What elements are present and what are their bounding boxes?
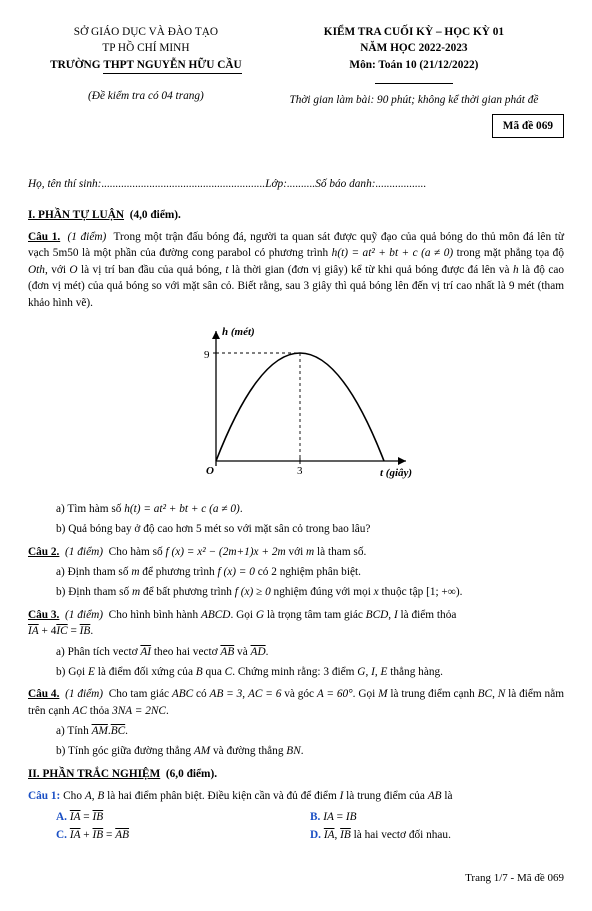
q1-a: a) Tìm hàm số h(t) = at² + bt + c (a ≠ 0… <box>56 501 564 517</box>
section-1-head: I. PHẦN TỰ LUẬN (4,0 điểm). <box>28 207 564 223</box>
q1-pts: (1 điểm) <box>64 231 106 243</box>
q4-t2: có <box>193 688 209 700</box>
mc-question-1: Câu 1: Cho A, B là hai điểm phân biệt. Đ… <box>28 788 564 804</box>
q3-pts: (1 điểm) <box>65 609 103 621</box>
q2-pts: (1 điểm) <box>65 546 103 558</box>
q4-t8: . Gọi <box>353 688 378 700</box>
q3-text: Cho hình bình hành <box>109 609 201 621</box>
q3-b: b) Gọi E là điểm đối xứng của B qua C. C… <box>56 664 564 680</box>
school-line: TRƯỜNG THPT NGUYỄN HỮU CẦU <box>28 57 264 74</box>
mc1-t8: là <box>442 790 453 802</box>
chart-xlabel: t (giây) <box>380 467 412 479</box>
section-1-title: I. PHẦN TỰ LUẬN <box>28 209 124 221</box>
q1-oth: Oth <box>28 264 45 276</box>
section-1-points: (4,0 điểm). <box>127 209 181 221</box>
header-right: KIỂM TRA CUỐI KỲ – HỌC KỲ 01 NĂM HỌC 202… <box>264 24 564 142</box>
question-3: Câu 3. (1 điểm) Cho hình bình hành ABCD.… <box>28 607 564 640</box>
q4-t10: là trung điểm cạnh <box>388 688 478 700</box>
q4-a60: A = 60° <box>317 688 353 700</box>
q3-t8: là điểm thỏa <box>398 609 457 621</box>
q4-label: Câu 4. <box>28 688 59 700</box>
q4-3na: 3NA = 2NC <box>112 705 166 717</box>
exam-title: KIỂM TRA CUỐI KỲ – HỌC KỲ 01 <box>264 24 564 40</box>
chart-ylabel: h (mét) <box>222 326 255 338</box>
candidate-info: Họ, tên thí sinh:.......................… <box>28 176 564 192</box>
q4-t16: thỏa <box>87 705 112 717</box>
q4-M: M <box>378 688 387 700</box>
q3-abcd: ABCD <box>201 609 231 621</box>
q2-eq: f (x) = x² − (2m+1)x + 2m <box>165 546 285 558</box>
question-4: Câu 4. (1 điểm) Cho tam giác ABC có AB =… <box>28 686 564 719</box>
duration: Thời gian làm bài: 90 phút; không kể thờ… <box>264 92 564 108</box>
year: NĂM HỌC 2022-2023 <box>264 40 564 56</box>
q2-b: b) Định tham số m để bất phương trình f … <box>56 584 564 600</box>
q3-bcd: BCD <box>366 609 389 621</box>
subject: Môn: Toán 10 (21/12/2022) <box>264 57 564 73</box>
page-footer: Trang 1/7 - Mã đề 069 <box>28 871 564 887</box>
q4-text: Cho tam giác <box>109 688 172 700</box>
q4-ac6: AC = 6 <box>248 688 281 700</box>
mc1-opt-d[interactable]: D. IA, IB là hai vectơ đối nhau. <box>310 827 564 843</box>
chart-svg: 9 3 O h (mét) t (giây) <box>166 321 426 491</box>
q2-label: Câu 2. <box>28 546 59 558</box>
mc1-A: A <box>85 790 92 802</box>
mc1-t4: là hai điểm phân biệt. Điều kiện cần và … <box>104 790 339 802</box>
exam-code-box: Mã đề 069 <box>492 114 564 138</box>
chart-origin: O <box>206 465 214 477</box>
dept-line2: TP HỒ CHÍ MINH <box>28 40 264 56</box>
page-header: SỞ GIÁO DỤC VÀ ĐÀO TẠO TP HỒ CHÍ MINH TR… <box>28 24 564 142</box>
q3-a: a) Phân tích vectơ AI theo hai vectơ AB … <box>56 644 564 660</box>
q1-t2c: , với <box>45 264 69 276</box>
q1-label: Câu 1. <box>28 231 60 243</box>
dept-line1: SỞ GIÁO DỤC VÀ ĐÀO TẠO <box>28 24 264 40</box>
q2-text: Cho hàm số <box>109 546 166 558</box>
mc1-opt-c[interactable]: C. IA + IB = AB <box>56 827 310 843</box>
chart-x3: 3 <box>297 465 303 477</box>
q3-label: Câu 3. <box>28 609 59 621</box>
section-2-head: II. PHẦN TRẮC NGHIỆM (6,0 điểm). <box>28 766 564 782</box>
header-left: SỞ GIÁO DỤC VÀ ĐÀO TẠO TP HỒ CHÍ MINH TR… <box>28 24 264 142</box>
question-2: Câu 2. (1 điểm) Cho hàm số f (x) = x² − … <box>28 544 564 560</box>
chart-y9: 9 <box>204 349 210 361</box>
subject-underline <box>375 83 453 84</box>
q3-t4: là trọng tâm tam giác <box>264 609 366 621</box>
name-field: Họ, tên thí sinh:.......................… <box>28 176 564 192</box>
mc1-opt-b[interactable]: B. IA = IB <box>310 809 564 825</box>
q1-t2g: là thời gian (đơn vị giây) kể từ khi quả… <box>229 264 513 276</box>
school-name: THPT NGUYỄN HỮU CẦU <box>103 57 241 74</box>
q3-G: G <box>256 609 264 621</box>
q4-ab3: AB = 3 <box>210 688 243 700</box>
q2-m: m <box>306 546 314 558</box>
section-2-points: (6,0 điểm). <box>166 768 217 780</box>
mc1-options: A. IA = IB B. IA = IB C. IA + IB = AB D.… <box>56 807 564 844</box>
mc1-t6: là trung điểm của <box>343 790 427 802</box>
q4-a: a) Tính AM.BC. <box>56 723 564 739</box>
mc1-text: Cho <box>60 790 84 802</box>
q4-t18: . <box>166 705 169 717</box>
q1-b: b) Quả bóng bay ở độ cao hơn 5 mét so vớ… <box>56 521 564 537</box>
mc1-label: Câu 1: <box>28 790 60 802</box>
q3-t2: . Gọi <box>230 609 255 621</box>
mc1-AB: AB <box>428 790 442 802</box>
q2-a: a) Định tham số m để phương trình f (x) … <box>56 564 564 580</box>
school-prefix: TRƯỜNG <box>50 59 103 71</box>
q2-t2c: là tham số. <box>314 546 366 558</box>
q1-eq1: h(t) = at² + bt + c (a ≠ 0) <box>332 247 453 259</box>
q1-t2e: là vị trí ban đầu của quả bóng, <box>78 264 226 276</box>
q1-t2: trong mặt phẳng tọa độ <box>457 247 564 259</box>
q3-eq-end: . <box>90 625 93 637</box>
section-2-title: II. PHẦN TRẮC NGHIỆM <box>28 768 160 780</box>
q4-t6: và góc <box>281 688 316 700</box>
mc1-opt-a[interactable]: A. IA = IB <box>56 809 310 825</box>
q4-b: b) Tính góc giữa đường thẳng AM và đường… <box>56 743 564 759</box>
parabola-chart: 9 3 O h (mét) t (giây) <box>28 321 564 491</box>
q4-BC: BC <box>478 688 492 700</box>
question-1: Câu 1. (1 điểm) Trong một trận đấu bóng … <box>28 229 564 311</box>
q2-t2: với <box>286 546 306 558</box>
q4-pts: (1 điểm) <box>65 688 103 700</box>
q4-AC: AC <box>73 705 87 717</box>
q1-O: O <box>69 264 77 276</box>
exam-note: (Đề kiểm tra có 04 trang) <box>28 88 264 104</box>
q4-abc: ABC <box>172 688 193 700</box>
